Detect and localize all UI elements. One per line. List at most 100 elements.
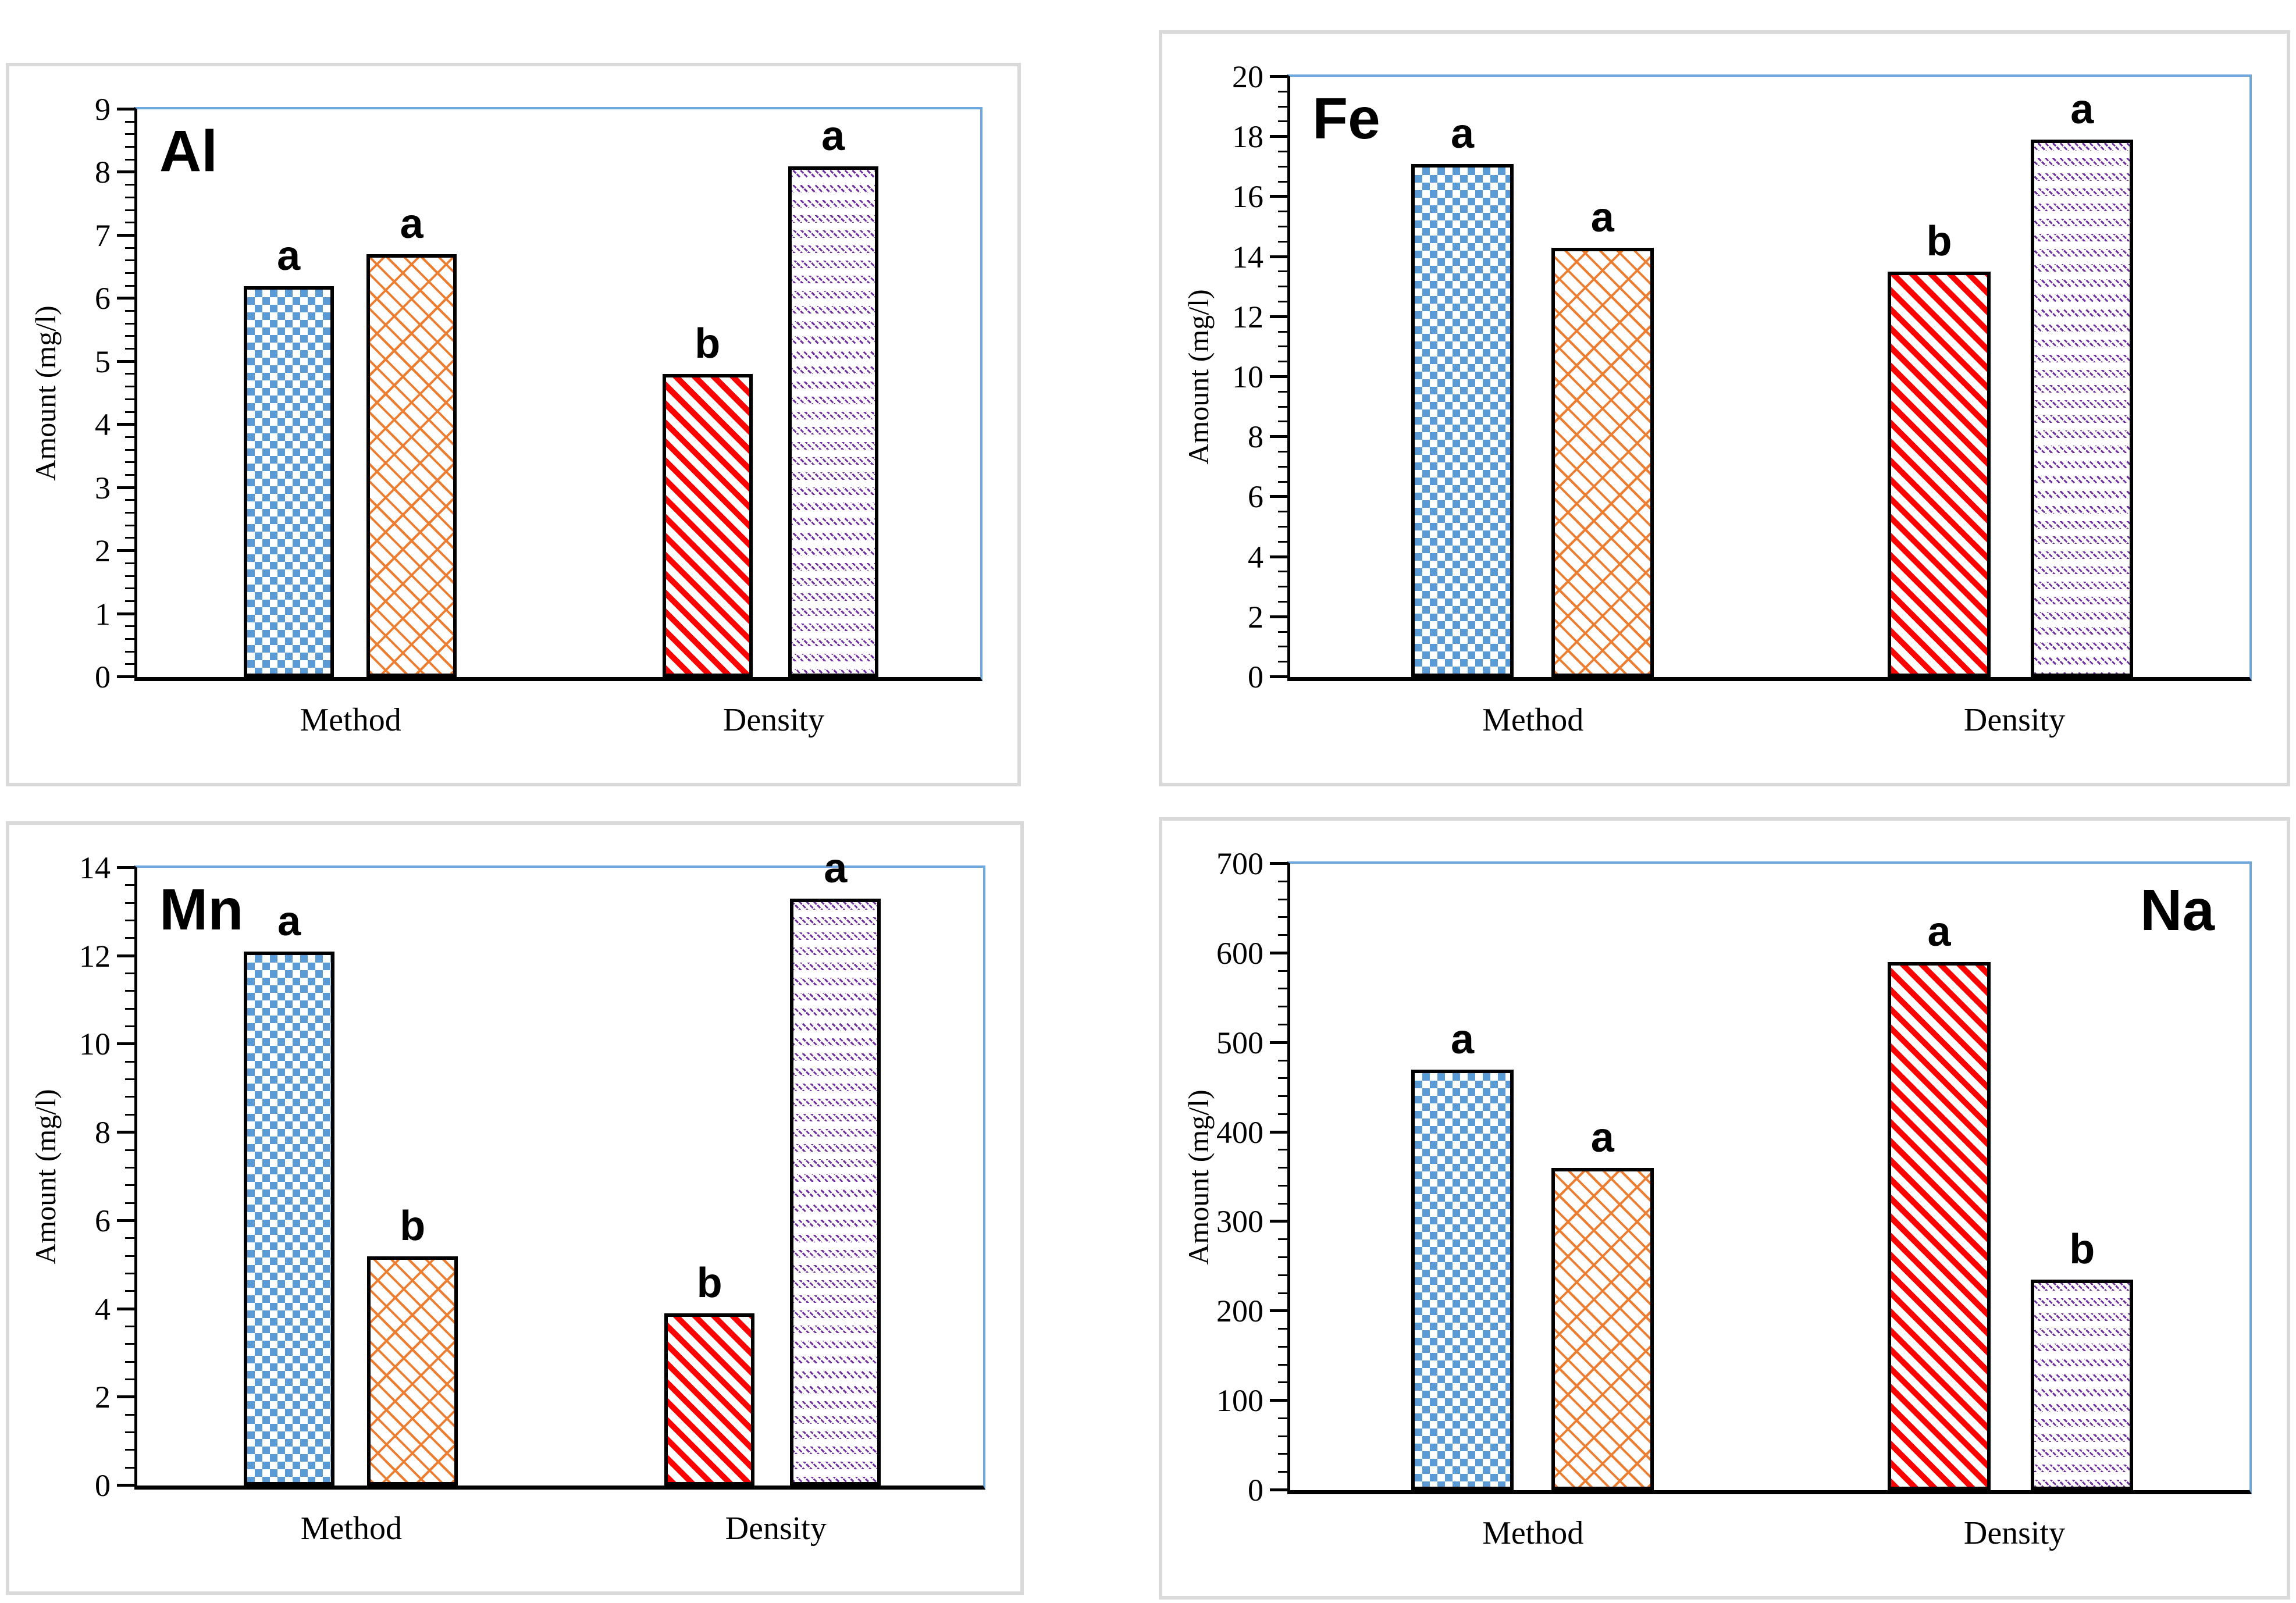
y-minor-tick bbox=[125, 196, 134, 198]
y-minor-tick bbox=[125, 1166, 134, 1169]
y-minor-tick bbox=[1278, 646, 1287, 648]
y-major-tick bbox=[1270, 1220, 1287, 1223]
bar-al-method-checker bbox=[243, 286, 334, 677]
y-major-tick bbox=[1270, 495, 1287, 498]
y-minor-tick bbox=[1278, 151, 1287, 152]
y-tick-label: 2 bbox=[1248, 599, 1263, 635]
y-tick-label: 4 bbox=[95, 1291, 111, 1327]
y-major-tick bbox=[1270, 75, 1287, 78]
y-minor-tick bbox=[1278, 270, 1287, 273]
significance-letter: b bbox=[2069, 1226, 2095, 1273]
x-category-label-method: Method bbox=[300, 1511, 402, 1547]
y-minor-tick bbox=[1278, 1363, 1287, 1366]
y-tick-label: 500 bbox=[1216, 1025, 1263, 1060]
y-minor-tick bbox=[1278, 1256, 1287, 1258]
chart-title-fe: Fe bbox=[1312, 86, 1380, 151]
y-minor-tick bbox=[1278, 1435, 1287, 1437]
y-minor-tick bbox=[125, 348, 134, 350]
significance-letter: a bbox=[1450, 110, 1475, 157]
y-minor-tick bbox=[1278, 934, 1287, 936]
y-major-tick bbox=[117, 108, 134, 111]
y-minor-tick bbox=[125, 184, 134, 186]
y-tick-label: 0 bbox=[1248, 660, 1263, 694]
x-category-label-method: Method bbox=[1482, 702, 1584, 738]
y-tick-label: 400 bbox=[1216, 1114, 1263, 1150]
y-minor-tick bbox=[1278, 105, 1287, 108]
y-tick-label: 18 bbox=[1232, 119, 1263, 155]
y-minor-tick bbox=[125, 920, 134, 922]
y-minor-tick bbox=[1278, 1202, 1287, 1205]
y-minor-tick bbox=[125, 222, 134, 224]
plot-area-na: 0 100 200 300 400 500 600 700 a a a b Method Density A… bbox=[1182, 848, 2252, 1551]
significance-letter: a bbox=[821, 112, 845, 159]
y-major-tick bbox=[117, 1484, 134, 1487]
chart-title-na: Na bbox=[2140, 878, 2215, 943]
y-major-tick bbox=[117, 1307, 134, 1310]
y-minor-tick bbox=[1278, 211, 1287, 213]
y-major-tick bbox=[1270, 555, 1287, 558]
y-minor-tick bbox=[1278, 1453, 1287, 1455]
y-minor-tick bbox=[1278, 586, 1287, 588]
chart-panel-al: 0 1 2 3 4 5 6 7 8 9 a a b a Method Density Amount (mg/l)… bbox=[6, 63, 1021, 786]
y-minor-tick bbox=[1278, 240, 1287, 243]
y-minor-tick bbox=[125, 322, 134, 325]
y-minor-tick bbox=[125, 973, 134, 975]
y-major-tick bbox=[1270, 1309, 1287, 1313]
y-minor-tick bbox=[1278, 1149, 1287, 1151]
y-tick-label: 2 bbox=[95, 1380, 111, 1415]
plot-area-mn: 0 2 4 6 8 10 12 14 a b b a Method Density Amount (mg/l… bbox=[29, 847, 985, 1547]
y-minor-tick bbox=[125, 1325, 134, 1327]
bar-fe-method-checker bbox=[1411, 163, 1514, 677]
y-minor-tick bbox=[125, 247, 134, 249]
y-minor-tick bbox=[125, 562, 134, 564]
y-major-tick bbox=[1270, 862, 1287, 865]
bar-fe-density-stripe bbox=[1888, 272, 1991, 677]
y-minor-tick bbox=[125, 990, 134, 992]
y-axis-label: Amount (mg/l) bbox=[1182, 1089, 1215, 1265]
bar-fe-method-brick bbox=[1551, 248, 1654, 677]
y-minor-tick bbox=[125, 411, 134, 413]
y-major-tick bbox=[1270, 951, 1287, 954]
y-minor-tick bbox=[125, 398, 134, 400]
y-major-tick bbox=[1270, 615, 1287, 618]
y-minor-tick bbox=[1278, 511, 1287, 513]
y-minor-tick bbox=[1278, 1095, 1287, 1098]
y-minor-tick bbox=[125, 158, 134, 161]
y-minor-tick bbox=[1278, 286, 1287, 288]
y-minor-tick bbox=[125, 1290, 134, 1292]
significance-letter: b bbox=[696, 1260, 722, 1307]
x-category-label-density: Density bbox=[725, 1511, 827, 1547]
y-minor-tick bbox=[125, 1360, 134, 1363]
y-minor-tick bbox=[125, 1466, 134, 1469]
y-minor-tick bbox=[125, 575, 134, 577]
y-major-tick bbox=[117, 297, 134, 300]
y-minor-tick bbox=[1278, 165, 1287, 168]
y-major-tick bbox=[117, 612, 134, 615]
significance-letter: b bbox=[695, 320, 721, 368]
bar-mn-density-stripe bbox=[664, 1313, 755, 1486]
chart-title-al: Al bbox=[159, 119, 218, 184]
y-minor-tick bbox=[1278, 1184, 1287, 1187]
y-minor-tick bbox=[125, 133, 134, 136]
y-minor-tick bbox=[125, 310, 134, 312]
significance-letter: a bbox=[400, 201, 423, 248]
y-tick-label: 16 bbox=[1232, 179, 1263, 215]
y-axis-label: Amount (mg/l) bbox=[1182, 289, 1215, 465]
y-major-tick bbox=[1270, 135, 1287, 138]
y-minor-tick bbox=[1278, 226, 1287, 227]
bar-al-density-dash bbox=[788, 166, 878, 677]
significance-letter: a bbox=[277, 898, 301, 945]
y-tick-label: 6 bbox=[95, 1203, 111, 1238]
significance-letter: b bbox=[400, 1202, 426, 1249]
y-minor-tick bbox=[125, 625, 134, 628]
y-tick-label: 9 bbox=[95, 92, 111, 127]
y-minor-tick bbox=[1278, 526, 1287, 528]
y-minor-tick bbox=[125, 473, 134, 476]
y-tick-label: 5 bbox=[95, 344, 111, 379]
y-tick-label: 300 bbox=[1216, 1204, 1263, 1239]
y-major-tick bbox=[1270, 315, 1287, 318]
significance-letter: b bbox=[1926, 218, 1952, 265]
x-category-label-density: Density bbox=[722, 702, 825, 738]
y-tick-label: 20 bbox=[1232, 59, 1263, 94]
bar-al-method-brick bbox=[366, 254, 457, 677]
